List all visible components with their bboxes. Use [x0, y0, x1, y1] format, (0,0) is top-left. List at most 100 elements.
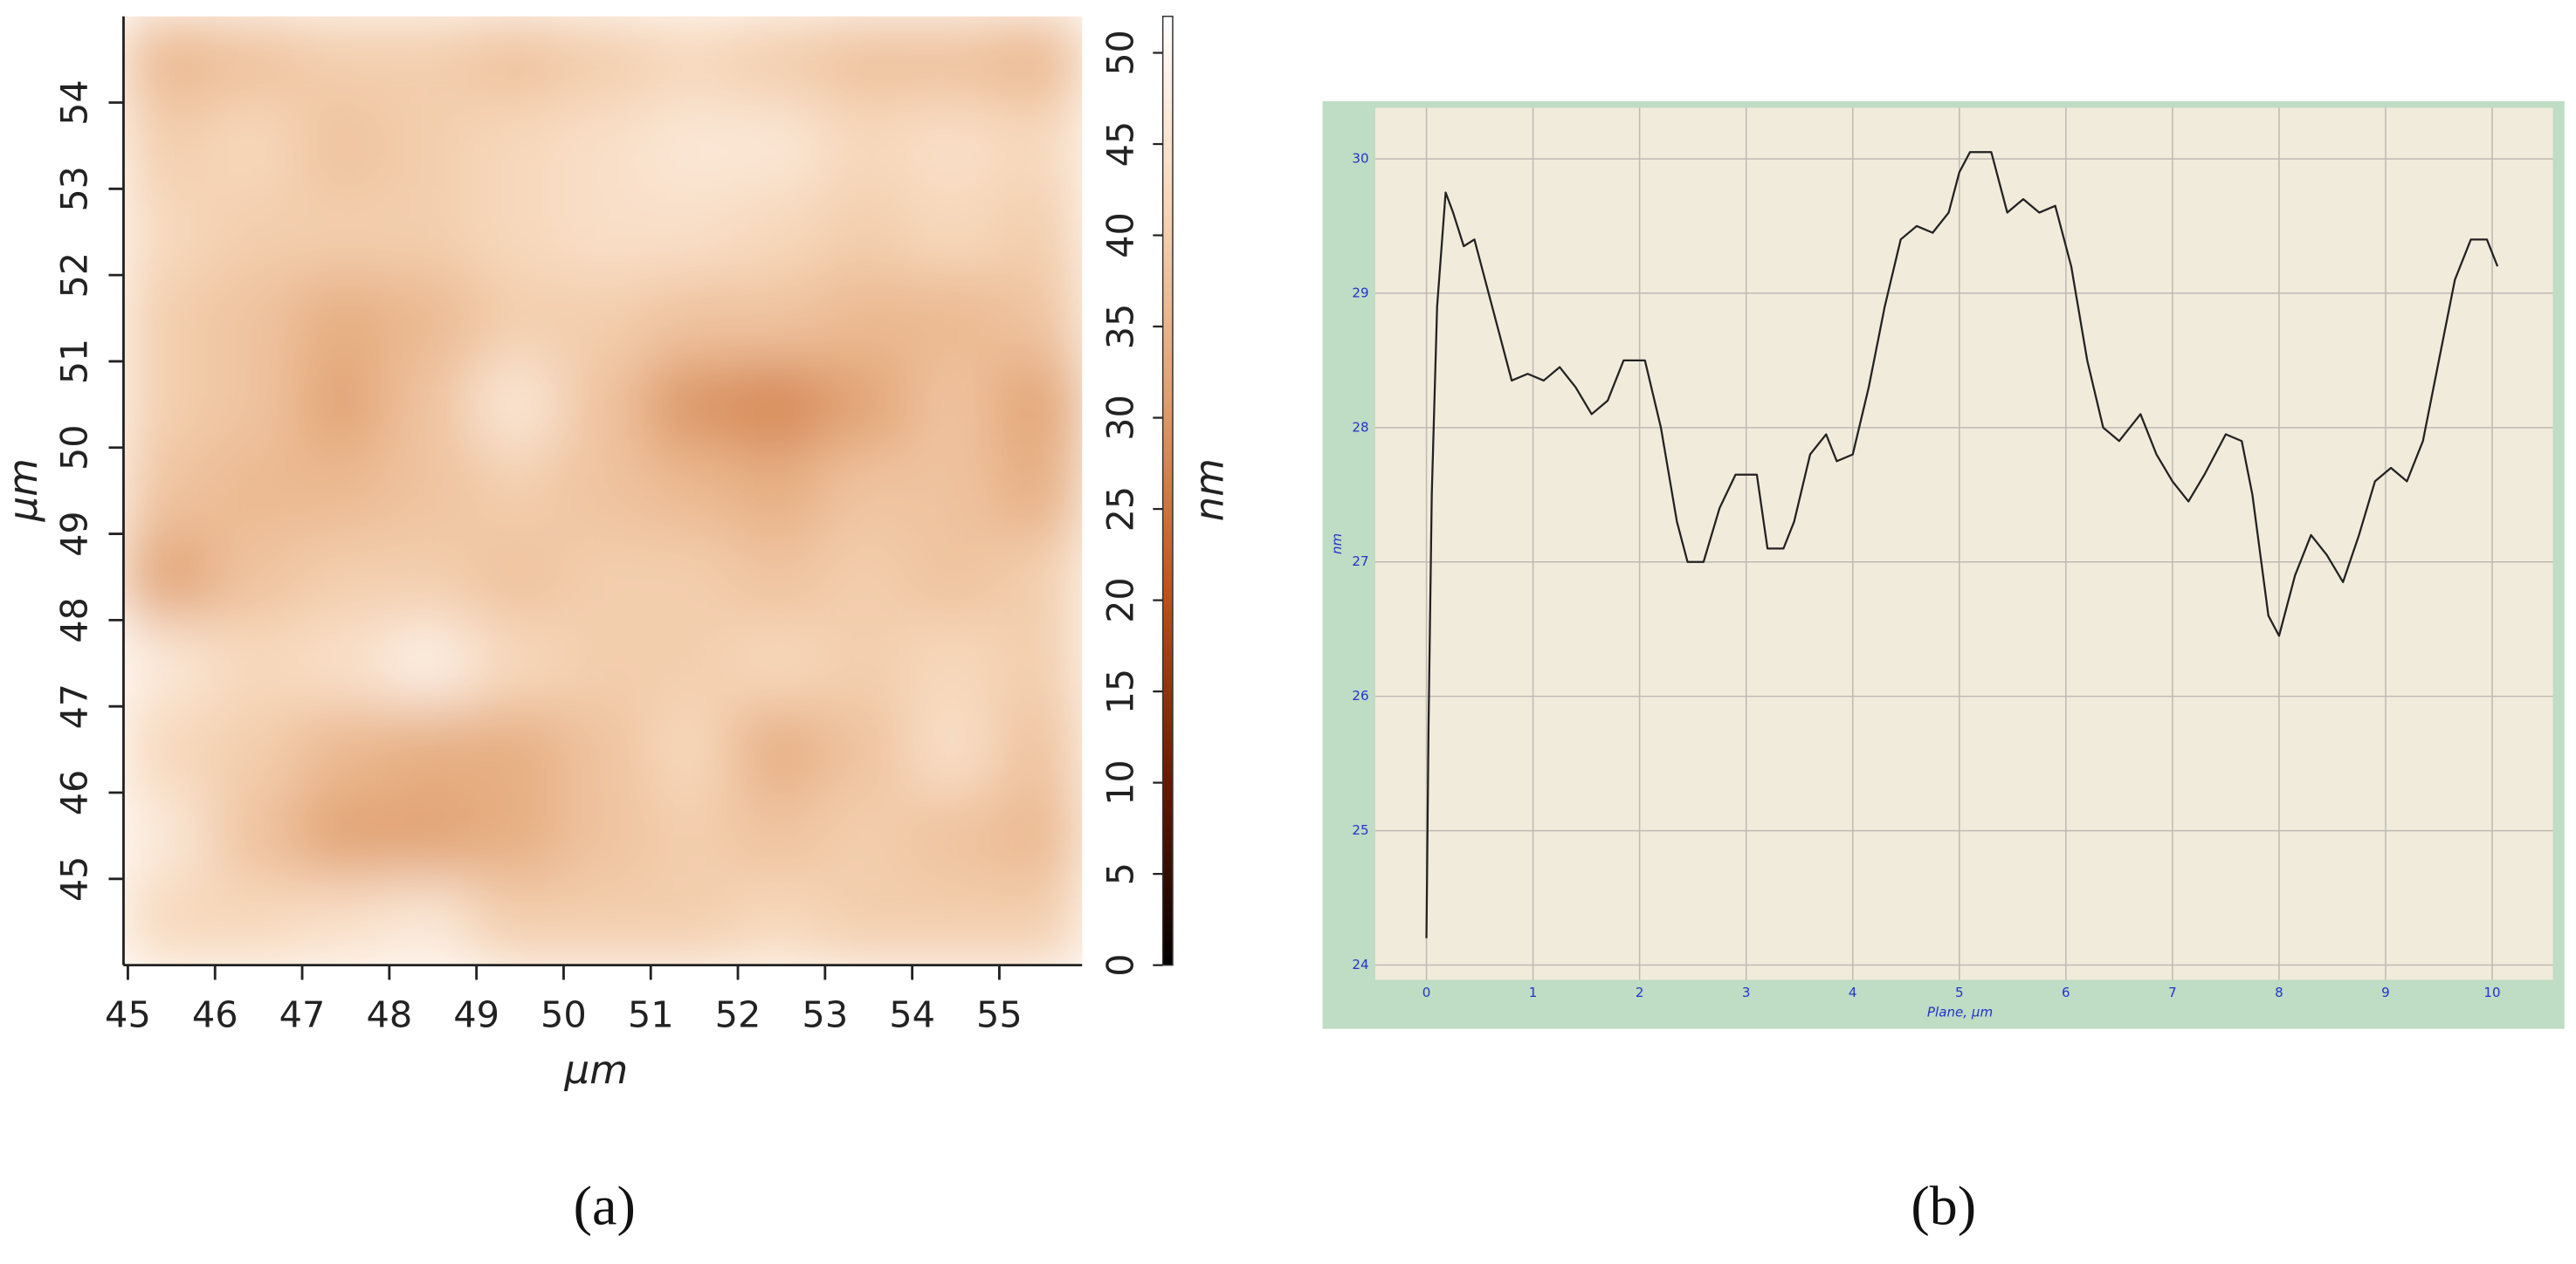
- x-tick-label: 46: [192, 994, 238, 1036]
- heatmap-cell: [472, 793, 561, 880]
- panel-b: 0 1 2 3 4 5 6 7 8 9 10 24 25 26 27 28 29 30 Plane, µm nm (b): [1322, 100, 2565, 1237]
- heatmap-cell: [210, 706, 300, 793]
- x-tick-label: 9: [2381, 985, 2390, 1000]
- y-tick-label: 52: [54, 252, 96, 298]
- heatmap-cell: [646, 878, 734, 965]
- x-tick-label: 1: [1529, 985, 1538, 1000]
- x-tick-label: 51: [628, 994, 674, 1036]
- heatmap-cell: [820, 102, 909, 190]
- heatmap-cell: [472, 102, 561, 190]
- heatmap-cell: [298, 189, 386, 277]
- heatmap-cell: [384, 533, 473, 622]
- heatmap-cell: [559, 102, 648, 190]
- heatmap-cell: [384, 102, 473, 190]
- x-tick-label: 54: [889, 994, 935, 1036]
- heatmap-cell: [734, 189, 822, 277]
- heatmap-cell: [995, 189, 1083, 277]
- heatmap-cell: [559, 16, 648, 104]
- heatmap-cell: [210, 275, 300, 362]
- heatmap-cell: [734, 361, 822, 449]
- heatmap-cell: [995, 533, 1083, 622]
- heatmap-cell: [298, 16, 386, 104]
- heatmap-cell: [210, 16, 300, 104]
- heatmap-cell: [820, 878, 909, 965]
- heatmap-cell: [298, 361, 386, 449]
- y-tick-label: 51: [54, 339, 96, 384]
- heatmap-cell: [646, 16, 734, 104]
- heatmap-cell: [907, 275, 996, 362]
- heatmap-cell: [123, 189, 212, 277]
- y-tick-label: 24: [1352, 957, 1368, 972]
- x-tick-label: 45: [105, 994, 151, 1036]
- heatmap-cell: [820, 361, 909, 449]
- y-axis-label: µm: [0, 458, 46, 522]
- x-tick-label: 0: [1422, 985, 1431, 1000]
- y-tick-label: 28: [1352, 419, 1368, 435]
- y-tick-label: 27: [1352, 553, 1368, 569]
- colorbar-tick-label: 0: [1099, 954, 1141, 977]
- heatmap-cell: [559, 275, 648, 362]
- colorbar-tick-label: 5: [1099, 862, 1141, 885]
- heatmap-cell: [298, 533, 386, 622]
- y-tick-label: 53: [54, 166, 96, 211]
- heatmap-cell: [123, 533, 212, 622]
- colorbar-tick-label: 10: [1099, 759, 1141, 805]
- colorbar-tick-label: 50: [1099, 30, 1141, 75]
- x-tick-label: 48: [366, 994, 412, 1036]
- heatmap-cell: [734, 878, 822, 965]
- heatmap-cell: [734, 706, 822, 793]
- heatmap-cell: [646, 275, 734, 362]
- heatmap-cell: [559, 706, 648, 793]
- colorbar-tick-label: 35: [1099, 304, 1141, 349]
- heatmap-cell: [472, 16, 561, 104]
- heatmap-cell: [646, 361, 734, 449]
- heatmap-cell: [995, 620, 1083, 708]
- heatmap-cell: [646, 793, 734, 880]
- heatmap-cell: [907, 16, 996, 104]
- x-tick-label: 3: [1742, 985, 1751, 1000]
- heatmap-cell: [995, 447, 1083, 535]
- heatmap-cell: [298, 447, 386, 535]
- heatmap-cell: [734, 447, 822, 535]
- heatmap-cell: [384, 447, 473, 535]
- heatmap-cell: [995, 878, 1083, 965]
- heatmap-cell: [123, 620, 212, 708]
- heatmap-cell: [995, 361, 1083, 449]
- heatmap-cell: [820, 706, 909, 793]
- y-axis-label: nm: [1329, 533, 1345, 554]
- heatmap-cell: [384, 878, 473, 965]
- heatmap-cell: [472, 189, 561, 277]
- caption: (b): [1911, 1175, 1976, 1237]
- heatmap-cell: [646, 447, 734, 535]
- heatmap-cell: [907, 620, 996, 708]
- heatmap-cell: [646, 533, 734, 622]
- heatmap-cell: [123, 16, 212, 104]
- heatmap-cell: [298, 793, 386, 880]
- heatmap-cell: [123, 706, 212, 793]
- plot-area: [1374, 107, 2553, 980]
- colorbar: [1161, 15, 1174, 966]
- heatmap-cell: [472, 706, 561, 793]
- heatmap-cell: [559, 878, 648, 965]
- panel-a: 45 46 47 48 49 50 51 52 53 54 55454647484950515253…: [0, 15, 1232, 1237]
- heatmap-cell: [298, 878, 386, 965]
- x-tick-label: 10: [2483, 985, 2500, 1000]
- y-tick-label: 49: [54, 511, 96, 556]
- heatmap-cell: [559, 533, 648, 622]
- heatmap-cell: [820, 16, 909, 104]
- heatmap-cell: [995, 275, 1083, 362]
- x-tick-label: 49: [453, 994, 499, 1036]
- x-tick-label: 55: [976, 994, 1023, 1036]
- heatmap-cell: [907, 189, 996, 277]
- heatmap-cell: [907, 793, 996, 880]
- heatmap-cell: [123, 447, 212, 535]
- heatmap-cell: [995, 16, 1083, 104]
- heatmap-cell: [734, 102, 822, 190]
- heatmap-cell: [907, 361, 996, 449]
- heatmap-cell: [995, 793, 1083, 880]
- heatmap-cell: [384, 275, 473, 362]
- heatmap-cell: [210, 533, 300, 622]
- x-tick-label: 53: [802, 994, 848, 1036]
